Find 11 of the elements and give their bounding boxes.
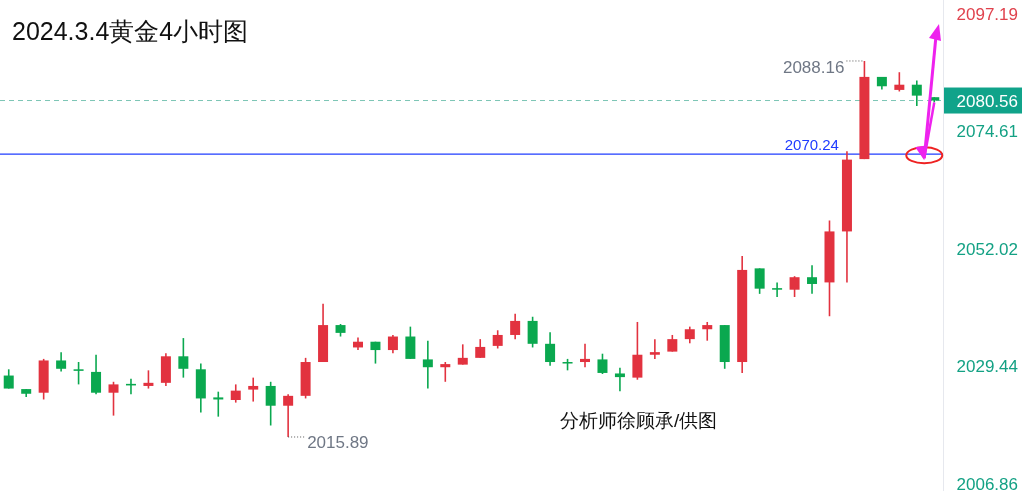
annotation: 2088.16 bbox=[782, 57, 845, 77]
y-tick-label: 2097.19 bbox=[956, 5, 1018, 24]
annotation: 2015.89 bbox=[307, 432, 369, 452]
y-tick-label: 2006.86 bbox=[956, 474, 1018, 491]
y-tick-label: 2074.61 bbox=[956, 122, 1018, 142]
y-tick-label: 2052.02 bbox=[956, 240, 1018, 260]
text: 2024.3.4黄金4小时图 bbox=[12, 17, 249, 45]
annotation: 分析师徐顾承/供图 bbox=[560, 410, 718, 431]
y-tick-label: 2029.44 bbox=[956, 357, 1018, 377]
ref-line-label: 2070.24 bbox=[784, 136, 839, 154]
ref-line-label: 2080.56 bbox=[956, 91, 1018, 111]
